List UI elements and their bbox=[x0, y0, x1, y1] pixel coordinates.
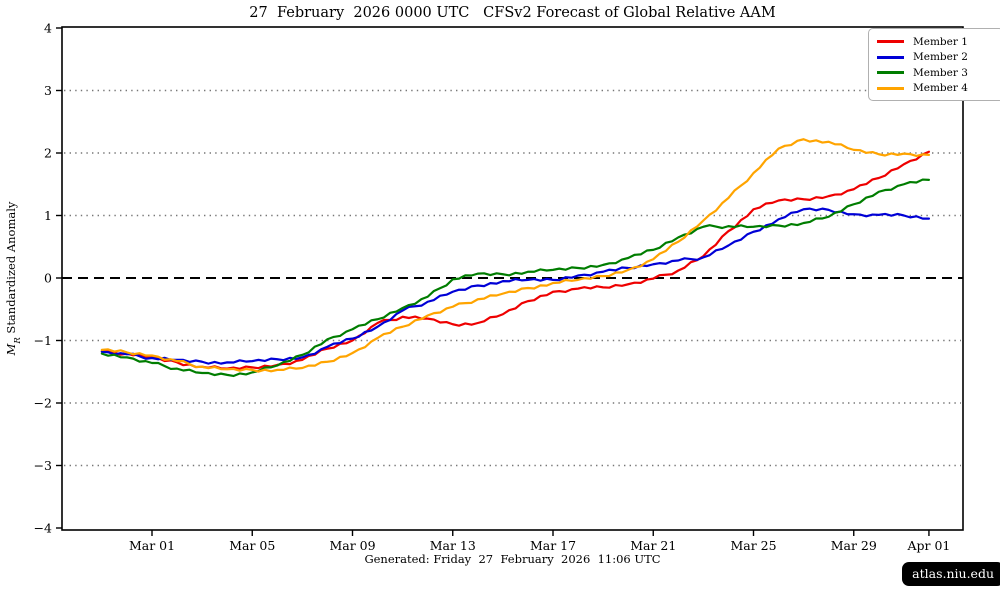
svg-text:Apr 01: Apr 01 bbox=[906, 538, 950, 553]
legend-label: Member 4 bbox=[913, 82, 968, 95]
series-line-member-2 bbox=[100, 207, 931, 365]
legend: Member 1 Member 2 Member 3 Member 4 bbox=[868, 28, 1000, 101]
legend-item-member-1: Member 1 bbox=[877, 34, 995, 50]
series-line-member-1 bbox=[100, 150, 931, 370]
svg-text:Mar 17: Mar 17 bbox=[530, 538, 576, 553]
svg-text:−2: −2 bbox=[34, 396, 52, 411]
legend-label: Member 3 bbox=[913, 66, 968, 79]
svg-text:Mar 09: Mar 09 bbox=[329, 538, 375, 553]
svg-text:Mar 25: Mar 25 bbox=[730, 538, 776, 553]
generated-timestamp: Generated: Friday 27 February 2026 11:06… bbox=[364, 552, 661, 566]
legend-line-swatch bbox=[877, 40, 904, 44]
svg-text:−3: −3 bbox=[34, 458, 52, 473]
legend-line-swatch bbox=[877, 55, 904, 59]
svg-text:Mar 05: Mar 05 bbox=[229, 538, 275, 553]
svg-text:−4: −4 bbox=[34, 521, 52, 536]
gridlines bbox=[62, 89, 963, 467]
svg-text:Mar 21: Mar 21 bbox=[630, 538, 676, 553]
legend-item-member-2: Member 2 bbox=[877, 50, 995, 66]
svg-text:1: 1 bbox=[44, 208, 52, 223]
series-line-member-4 bbox=[100, 138, 931, 373]
svg-text:Mar 29: Mar 29 bbox=[831, 538, 877, 553]
chart-title: 27 February 2026 0000 UTC CFSv2 Forecast… bbox=[249, 5, 776, 21]
svg-text:Mar 13: Mar 13 bbox=[430, 538, 476, 553]
y-axis-label: MR Standardized Anomaly bbox=[4, 201, 23, 356]
atlas-niu-edu-badge: atlas.niu.edu bbox=[902, 562, 1000, 586]
forecast-lines bbox=[100, 138, 931, 378]
svg-text:4: 4 bbox=[44, 21, 52, 36]
legend-line-swatch bbox=[877, 71, 904, 75]
legend-label: Member 1 bbox=[913, 35, 968, 48]
legend-label: Member 2 bbox=[913, 51, 968, 64]
axes bbox=[56, 26, 964, 536]
svg-text:Mar 01: Mar 01 bbox=[129, 538, 175, 553]
axis-labels: 4 3 2 1 0 −1 −2 −3 −4 Mar 01 Mar 05 Mar 09 Mar 13 Mar… bbox=[4, 21, 950, 554]
legend-line-swatch bbox=[877, 86, 904, 90]
svg-text:0: 0 bbox=[44, 271, 52, 286]
legend-item-member-4: Member 4 bbox=[877, 81, 995, 97]
legend-item-member-3: Member 3 bbox=[877, 65, 995, 81]
series-line-member-3 bbox=[100, 178, 931, 378]
svg-text:2: 2 bbox=[44, 146, 52, 161]
svg-text:−1: −1 bbox=[34, 333, 52, 348]
svg-text:3: 3 bbox=[44, 83, 52, 98]
